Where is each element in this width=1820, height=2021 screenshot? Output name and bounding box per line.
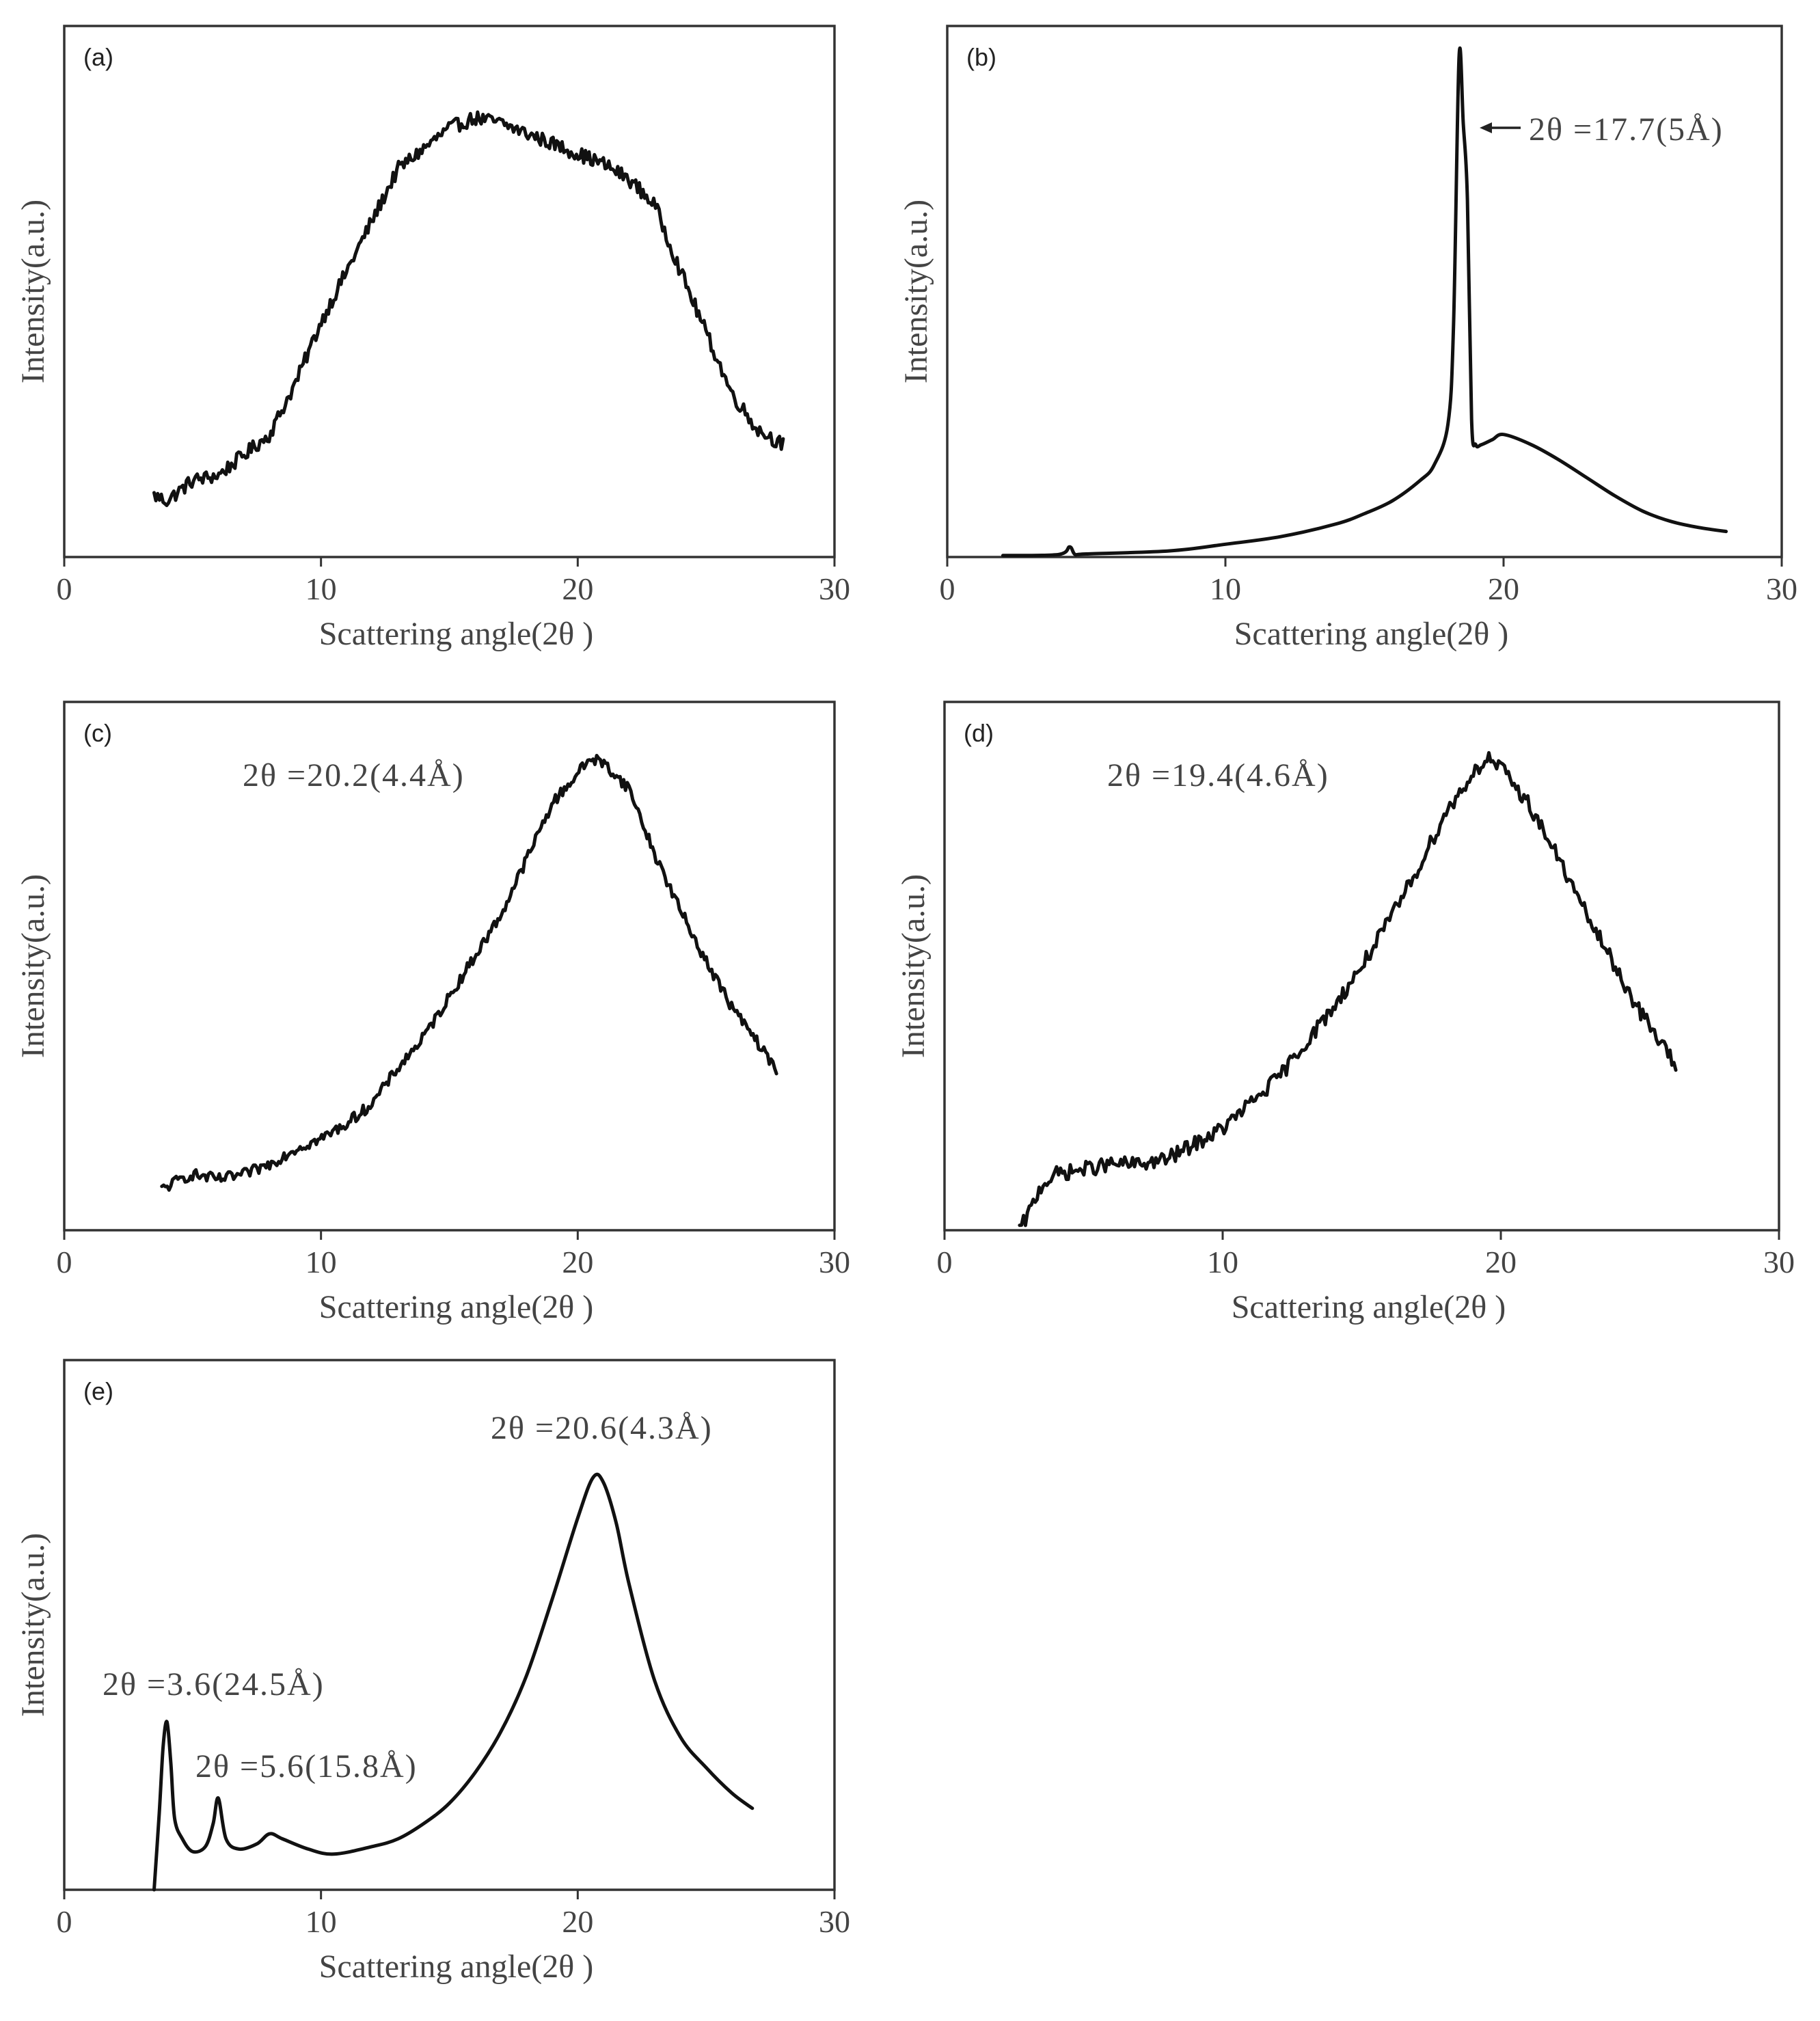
chart-panel-c: 0 10 20 30 Scattering angle(2θ ) Intensity(a.… — [15, 701, 850, 1325]
y-axis-label-d: Intensity(a.u.) — [895, 874, 932, 1058]
x-axis-label-b: Scattering angle(2θ ) — [1234, 616, 1509, 652]
peak-arrow-head-b — [1480, 122, 1492, 133]
panel-label-d: (d) — [964, 719, 994, 747]
plot-frame-c — [63, 701, 836, 1232]
x-axis-label-a: Scattering angle(2θ ) — [319, 616, 594, 652]
peak-annotation-e-0: 2θ =20.6(4.3Å) — [491, 1410, 713, 1446]
x-tick-label-e-10: 10 — [305, 1904, 337, 1939]
chart-panel-d: 0 10 20 30 Scattering angle(2θ ) Intensity(a.… — [895, 701, 1795, 1325]
series-line-b — [1001, 46, 1728, 558]
chart-panels: 0 10 20 30 Scattering angle(2θ ) Intensity(a.… — [15, 25, 1797, 1985]
y-axis-label-b: Intensity(a.u.) — [898, 200, 934, 383]
y-axis-label-e: Intensity(a.u.) — [15, 1533, 51, 1717]
x-tick-label-b-20: 20 — [1488, 571, 1519, 606]
x-tick-label-e-30: 30 — [819, 1904, 850, 1939]
x-tick-label-d-30: 30 — [1763, 1245, 1795, 1279]
plot-frame-d — [943, 701, 1780, 1232]
x-axis-label-c: Scattering angle(2θ ) — [319, 1289, 594, 1325]
plot-frame-b — [946, 25, 1783, 558]
x-tick-label-b-10: 10 — [1210, 571, 1241, 606]
peak-annotation-b-0: 2θ =17.7(5Å) — [1529, 111, 1724, 148]
x-tick-label-c-10: 10 — [305, 1245, 337, 1279]
panel-label-c: (c) — [83, 719, 112, 747]
panel-label-b: (b) — [966, 43, 996, 71]
peak-annotation-e-2: 2θ =5.6(15.8Å) — [195, 1748, 418, 1785]
x-tick-label-a-20: 20 — [562, 571, 593, 606]
peak-annotation-e-1: 2θ =3.6(24.5Å) — [103, 1666, 325, 1703]
x-tick-label-d-0: 0 — [937, 1245, 953, 1279]
x-tick-label-a-30: 30 — [819, 571, 850, 606]
x-tick-label-d-10: 10 — [1207, 1245, 1238, 1279]
chart-panel-a: 0 10 20 30 Scattering angle(2θ ) Intensity(a.… — [15, 25, 850, 652]
x-tick-label-b-0: 0 — [940, 571, 955, 606]
plot-frame-a — [63, 25, 836, 558]
x-axis-label-e: Scattering angle(2θ ) — [319, 1949, 594, 1985]
x-tick-label-a-10: 10 — [305, 571, 337, 606]
chart-panel-e: 0 10 20 30 Scattering angle(2θ ) Intensity(a.… — [15, 1359, 850, 1985]
panel-label-e: (e) — [83, 1377, 113, 1405]
x-tick-label-c-30: 30 — [819, 1245, 850, 1279]
plot-frame-e — [63, 1359, 836, 1891]
y-axis-label-a: Intensity(a.u.) — [15, 200, 51, 383]
x-tick-label-a-0: 0 — [57, 571, 72, 606]
panel-label-a: (a) — [83, 43, 113, 71]
x-tick-label-b-30: 30 — [1766, 571, 1797, 606]
y-axis-label-c: Intensity(a.u.) — [15, 874, 51, 1058]
x-tick-label-e-0: 0 — [57, 1904, 72, 1939]
x-tick-label-d-20: 20 — [1485, 1245, 1517, 1279]
series-line-e — [152, 1472, 755, 1892]
peak-annotation-c-0: 2θ =20.2(4.4Å) — [243, 757, 465, 794]
peak-annotation-d-0: 2θ =19.4(4.6Å) — [1107, 757, 1329, 794]
series-line-c — [160, 754, 778, 1192]
x-tick-label-c-20: 20 — [562, 1245, 593, 1279]
series-line-a — [152, 110, 785, 507]
x-axis-label-d: Scattering angle(2θ ) — [1232, 1289, 1506, 1325]
x-tick-label-e-20: 20 — [562, 1904, 593, 1939]
series-line-d — [1018, 750, 1678, 1227]
chart-panel-b: 0 10 20 30 Scattering angle(2θ ) Intensity(a.… — [898, 25, 1797, 652]
x-tick-label-c-0: 0 — [57, 1245, 72, 1279]
